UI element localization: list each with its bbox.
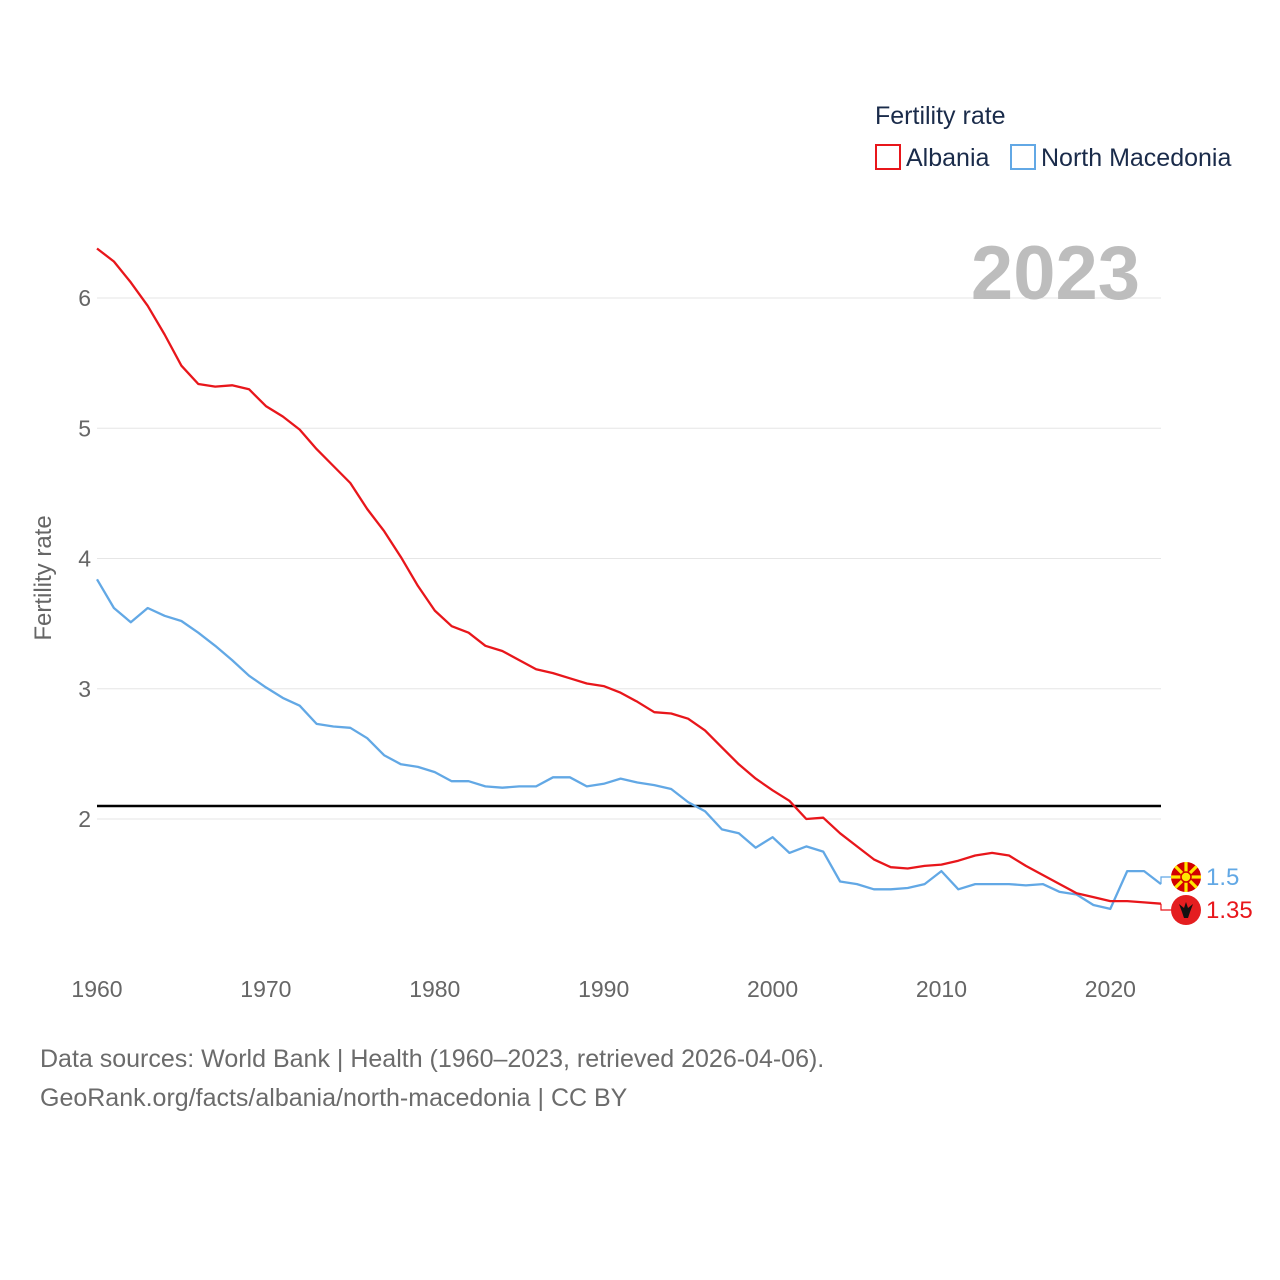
- end-connector-north-macedonia: [1160, 876, 1172, 885]
- series-layer: [96, 247, 1162, 911]
- end-marker-albania: 1.35: [1160, 895, 1253, 925]
- end-markers: 1.5 1.35: [1160, 862, 1253, 925]
- end-marker-north-macedonia: 1.5: [1160, 862, 1239, 892]
- series-line-north-macedonia: [96, 578, 1162, 911]
- gridlines: [97, 297, 1161, 820]
- y-tick-label: 3: [78, 676, 91, 702]
- legend-title: Fertility rate: [875, 102, 1006, 130]
- y-axis-ticks: 2 3 4 5 6: [78, 285, 91, 832]
- legend-item-albania[interactable]: Albania: [875, 144, 989, 172]
- x-tick-label: 1990: [578, 976, 629, 1002]
- y-tick-label: 6: [78, 285, 91, 311]
- legend-swatch-north-macedonia: [1010, 144, 1036, 170]
- x-tick-label: 1970: [240, 976, 291, 1002]
- north-macedonia-flag-icon: [1171, 862, 1201, 892]
- x-tick-label: 2020: [1085, 976, 1136, 1002]
- x-tick-label: 1960: [71, 976, 122, 1002]
- y-tick-label: 4: [78, 546, 91, 572]
- end-value-label-north-macedonia: 1.5: [1206, 864, 1239, 891]
- series-line-albania: [96, 247, 1162, 905]
- legend-label-albania: Albania: [906, 144, 989, 172]
- end-value-label-albania: 1.35: [1206, 897, 1253, 924]
- legend-item-north-macedonia[interactable]: North Macedonia: [1010, 144, 1231, 172]
- albania-flag-icon: [1171, 895, 1201, 925]
- legend-swatch-albania: [875, 144, 901, 170]
- y-tick-label: 5: [78, 415, 91, 441]
- y-tick-label: 2: [78, 806, 91, 832]
- current-year-label: 2023: [971, 231, 1140, 316]
- x-tick-label: 2010: [916, 976, 967, 1002]
- legend: Fertility rate Albania North Macedonia: [875, 102, 1231, 172]
- footer-source: Data sources: World Bank | Health (1960–…: [40, 1045, 825, 1073]
- legend-label-north-macedonia: North Macedonia: [1041, 144, 1231, 172]
- x-tick-label: 1980: [409, 976, 460, 1002]
- x-tick-label: 2000: [747, 976, 798, 1002]
- x-axis-ticks: 1960 1970 1980 1990 2000 2010 2020: [71, 976, 1136, 1002]
- end-connector-albania: [1160, 903, 1172, 911]
- y-axis-title: Fertility rate: [30, 515, 57, 640]
- footer-link[interactable]: GeoRank.org/facts/albania/north-macedoni…: [40, 1084, 628, 1112]
